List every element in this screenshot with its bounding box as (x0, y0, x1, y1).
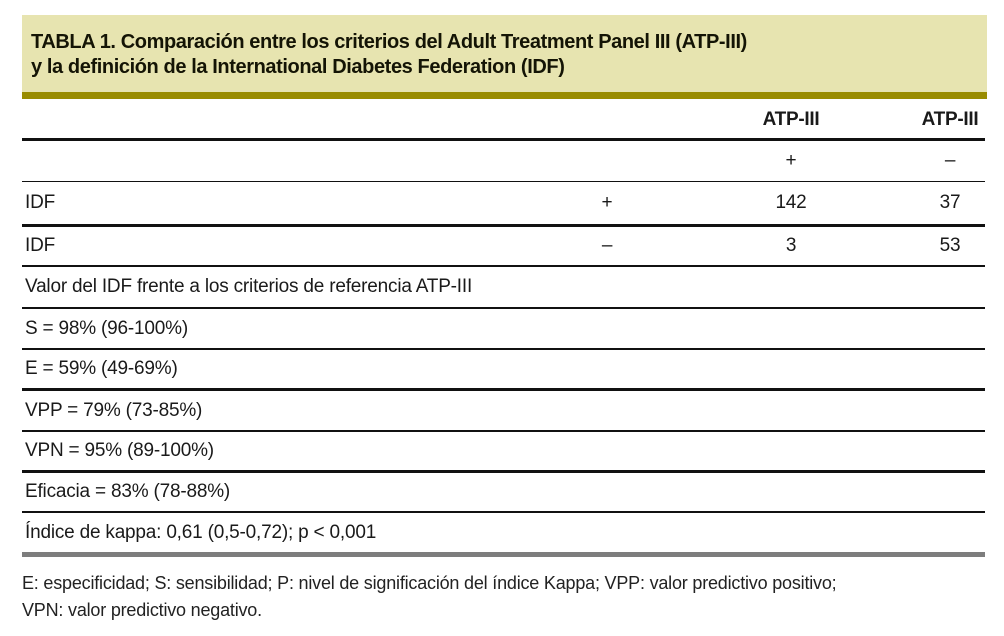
stat-sensibilidad: S = 98% (96-100%) (25, 317, 188, 339)
table-header-row: ATP-III ATP-III (22, 99, 985, 141)
table-footnote: E: especificidad; S: sensibilidad; P: ni… (22, 570, 987, 624)
table-row-idf-positive: IDF + 142 37 (22, 182, 985, 227)
footnote-line2: VPN: valor predictivo negativo. (22, 600, 262, 620)
col-header-atp-neg: ATP-III (921, 109, 979, 130)
row-sign-minus: – (601, 235, 613, 256)
table-row-kappa: Índice de kappa: 0,61 (0,5-0,72); p < 0,… (22, 513, 985, 552)
table-row-especificidad: E = 59% (49-69%) (22, 350, 985, 391)
row-label-idf: IDF (25, 235, 56, 256)
col-header-atp-pos: ATP-III (762, 109, 820, 130)
row-sign-plus: + (601, 192, 613, 213)
table-title-box: TABLA 1. Comparación entre los criterios… (22, 15, 987, 92)
stat-vpp: VPP = 79% (73-85%) (25, 399, 203, 421)
table-title-line2: y la definición de la International Diab… (31, 56, 565, 78)
table-row-vpn: VPN = 95% (89-100%) (22, 432, 985, 473)
value-idfneg-atpneg: 53 (939, 235, 961, 256)
stat-vpn: VPN = 95% (89-100%) (25, 440, 214, 461)
comparison-table: ATP-III ATP-III + – IDF + 142 37 IDF – 3… (22, 99, 985, 557)
stat-kappa: Índice de kappa: 0,61 (0,5-0,72); p < 0,… (25, 521, 377, 543)
results-intro-text: Valor del IDF frente a los criterios de … (25, 276, 473, 297)
table-row-vpp: VPP = 79% (73-85%) (22, 391, 985, 432)
value-idfneg-atppos: 3 (785, 235, 797, 256)
table-row-eficacia: Eficacia = 83% (78-88%) (22, 473, 985, 513)
value-idfpos-atppos: 142 (775, 192, 807, 213)
value-idfpos-atpneg: 37 (939, 192, 961, 213)
col-subheader-plus: + (785, 150, 797, 171)
table-row-results-intro: Valor del IDF frente a los criterios de … (22, 267, 985, 309)
stat-especificidad: E = 59% (49-69%) (25, 358, 178, 379)
title-accent-bar (22, 92, 987, 99)
row-label-idf: IDF (25, 192, 56, 213)
stat-eficacia: Eficacia = 83% (78-88%) (25, 481, 231, 502)
table-row-idf-negative: IDF – 3 53 (22, 227, 985, 267)
table-subheader-row: + – (22, 141, 985, 182)
table-title-line1: TABLA 1. Comparación entre los criterios… (31, 31, 747, 53)
table-bottom-rule (22, 552, 985, 557)
col-subheader-minus: – (944, 150, 956, 171)
footnote-line1: E: especificidad; S: sensibilidad; P: ni… (22, 573, 837, 593)
table-row-sensibilidad: S = 98% (96-100%) (22, 309, 985, 350)
